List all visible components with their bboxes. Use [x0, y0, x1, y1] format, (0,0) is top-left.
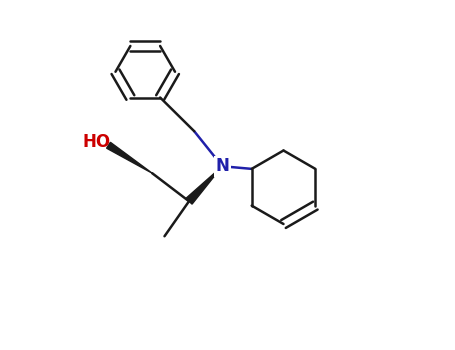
- Text: N: N: [215, 157, 229, 175]
- Polygon shape: [186, 166, 222, 204]
- Polygon shape: [106, 142, 152, 173]
- Text: HO: HO: [82, 133, 110, 151]
